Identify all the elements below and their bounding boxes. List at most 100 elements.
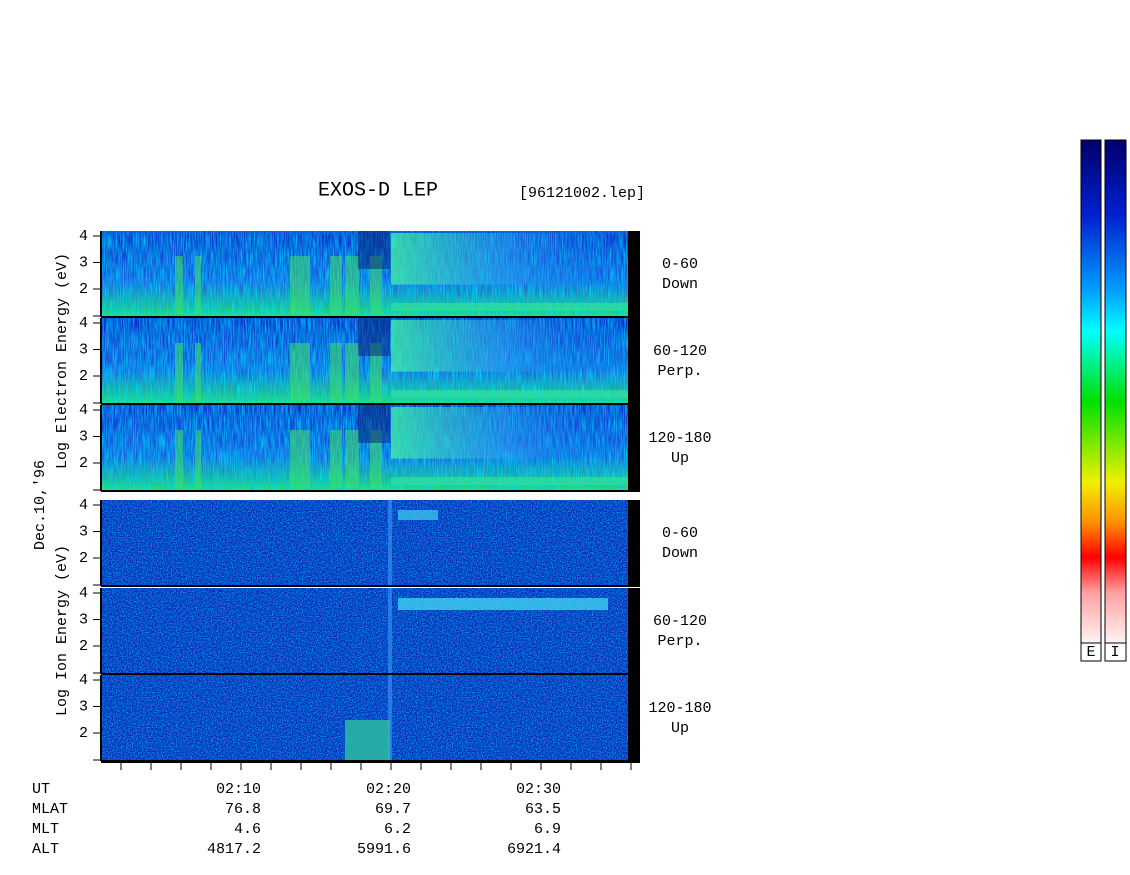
y-tick-label: 4 [79,315,88,332]
y-tick-label: 3 [79,341,88,358]
row-value: 02:10 [216,781,261,798]
spectrogram-region [391,407,628,459]
direction-label: Up [671,450,689,467]
angle-label: 120-180 [648,700,711,717]
spectrogram-line [388,500,392,586]
y-tick-label: 3 [79,523,88,540]
spectrogram-burst [370,256,382,314]
axis-ticks [120,762,632,770]
colorbar: E I [1080,139,1127,662]
spectrogram-burst [290,430,310,488]
row-label: UT [32,781,50,798]
row-value: 4817.2 [207,841,261,858]
angle-label: 120-180 [648,430,711,447]
spectrogram-dark [358,318,390,356]
title: EXOS-D LEP [318,179,438,202]
y-tick-label: 4 [79,672,88,689]
spectrogram-band [391,390,628,398]
row-value: 02:30 [516,781,561,798]
spectrogram-region [391,233,628,285]
spectrogram-burst [290,256,310,314]
spectrogram-burst [370,430,382,488]
spectrogram-burst [290,343,310,401]
spectrogram-burst [195,343,201,401]
row-value: 6921.4 [507,841,561,858]
row-value: 5991.6 [357,841,411,858]
spectrogram-burst [370,343,382,401]
spectrogram-region [391,320,628,372]
label-box [1080,642,1102,662]
y-tick-label: 3 [79,611,88,628]
data-gap [628,318,640,404]
y-tick-label: 4 [79,585,88,602]
label-box [1104,642,1127,662]
y-tick-label: 4 [79,228,88,245]
spectrogram-band [391,477,628,485]
spectrogram-burst [345,343,359,401]
spectrogram-band [398,598,608,610]
file-name: [96121002.lep] [519,185,645,202]
spectrogram-dark [358,231,390,269]
spectrogram-noise [101,500,628,586]
y-tick-label: 3 [79,428,88,445]
data-gap [628,231,640,317]
angle-label: 0-60 [662,256,698,273]
angle-label: 60-120 [653,343,707,360]
direction-label: Perp. [657,633,702,650]
spectrogram-burst [330,256,342,314]
ephemeris: UT 02:10 02:20 02:30 MLAT 76.8 69.7 63.5 MLT 4.6 6… [32,781,561,858]
date: Dec.10,'96 [32,460,49,550]
y-tick-label: 2 [79,281,88,298]
y-tick-label: 3 [79,254,88,271]
row-value: 6.2 [384,821,411,838]
direction-label: Perp. [657,363,702,380]
y-tick-label: 2 [79,455,88,472]
spectrogram-burst [345,720,390,760]
group-label: Log Electron Energy (eV) [54,253,71,469]
y-tick-label: 4 [79,402,88,419]
colorbar-label: I [1110,644,1119,661]
direction-label: Down [662,545,698,562]
row-value: 6.9 [534,821,561,838]
row-label: MLT [32,821,59,838]
angle-label: 0-60 [662,525,698,542]
spectrogram-burst [330,430,342,488]
spectrogram-burst [175,343,183,401]
spectrogram-burst [330,343,342,401]
row-label: ALT [32,841,59,858]
y-tick-label: 2 [79,638,88,655]
y-tick-label: 3 [79,698,88,715]
colorbar-e [1080,139,1102,644]
panels: Log Electron Energy (eV) 4 3 2 0-60 Down 4 3 2 60… [54,228,712,762]
y-tick-label: 2 [79,550,88,567]
spectrogram-band [398,510,438,520]
spectrogram-dark [358,405,390,443]
spectrogram-line [388,588,392,674]
direction-label: Down [662,276,698,293]
row-value: 63.5 [525,801,561,818]
colorbar-i [1104,139,1127,644]
y-tick-label: 2 [79,368,88,385]
spectrogram-burst [195,256,201,314]
row-value: 02:20 [366,781,411,798]
row-value: 76.8 [225,801,261,818]
spectrogram-burst [345,430,359,488]
direction-label: Up [671,720,689,737]
data-gap [628,500,640,586]
spectrogram-burst [345,256,359,314]
row-value: 69.7 [375,801,411,818]
y-tick-label: 4 [79,497,88,514]
spectrogram-burst [175,256,183,314]
spectrogram-burst [195,430,201,488]
row-value: 4.6 [234,821,261,838]
data-gap [628,675,640,761]
data-gap [628,588,640,674]
colorbar-label: E [1086,644,1095,661]
spectrogram-band [391,303,628,311]
angle-label: 60-120 [653,613,707,630]
group-label: Log Ion Energy (eV) [54,545,71,716]
y-tick-label: 2 [79,725,88,742]
data-gap [628,405,640,491]
spectrogram-line [388,675,392,761]
